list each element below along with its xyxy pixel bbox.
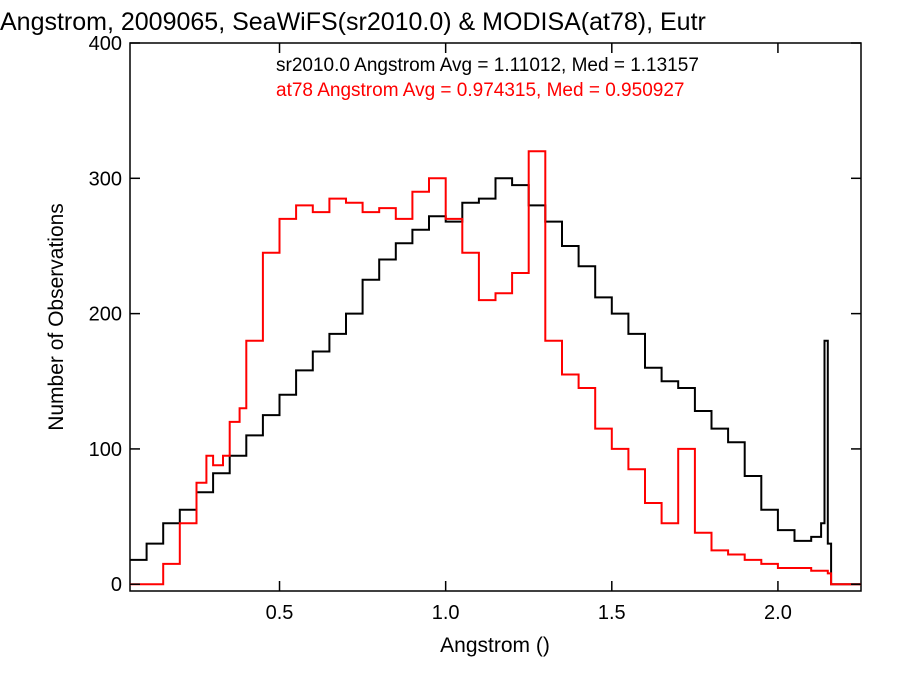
y-tick-label: 200 [89, 304, 122, 326]
y-axis-label: Number of Observations [45, 203, 68, 431]
y-tick-label: 100 [89, 439, 122, 461]
ticks-layer: 0.5 1.0 1.5 2.0 0 100 200 300 400 [89, 33, 861, 624]
series-layer [130, 150, 861, 586]
chart-title: Angstrom, 2009065, SeaWiFS(sr2010.0) & M… [0, 8, 706, 36]
x-tick-label: 1.5 [598, 602, 626, 624]
series-line-at78 [130, 150, 861, 586]
annotation-at78: at78 Angstrom Avg = 0.974315, Med = 0.95… [276, 80, 684, 101]
x-tick-label: 1.0 [432, 602, 460, 624]
y-tick-label: 400 [89, 33, 122, 55]
x-tick-label: 2.0 [764, 602, 792, 624]
y-tick-label: 0 [111, 574, 122, 596]
series-line-sr2010 [130, 177, 861, 586]
x-axis-label: Angstrom () [440, 634, 550, 657]
annotation-sr2010: sr2010.0 Angstrom Avg = 1.11012, Med = 1… [276, 55, 699, 76]
x-tick-label: 0.5 [266, 602, 294, 624]
y-tick-label: 300 [89, 168, 122, 190]
plot-frame [129, 42, 862, 592]
